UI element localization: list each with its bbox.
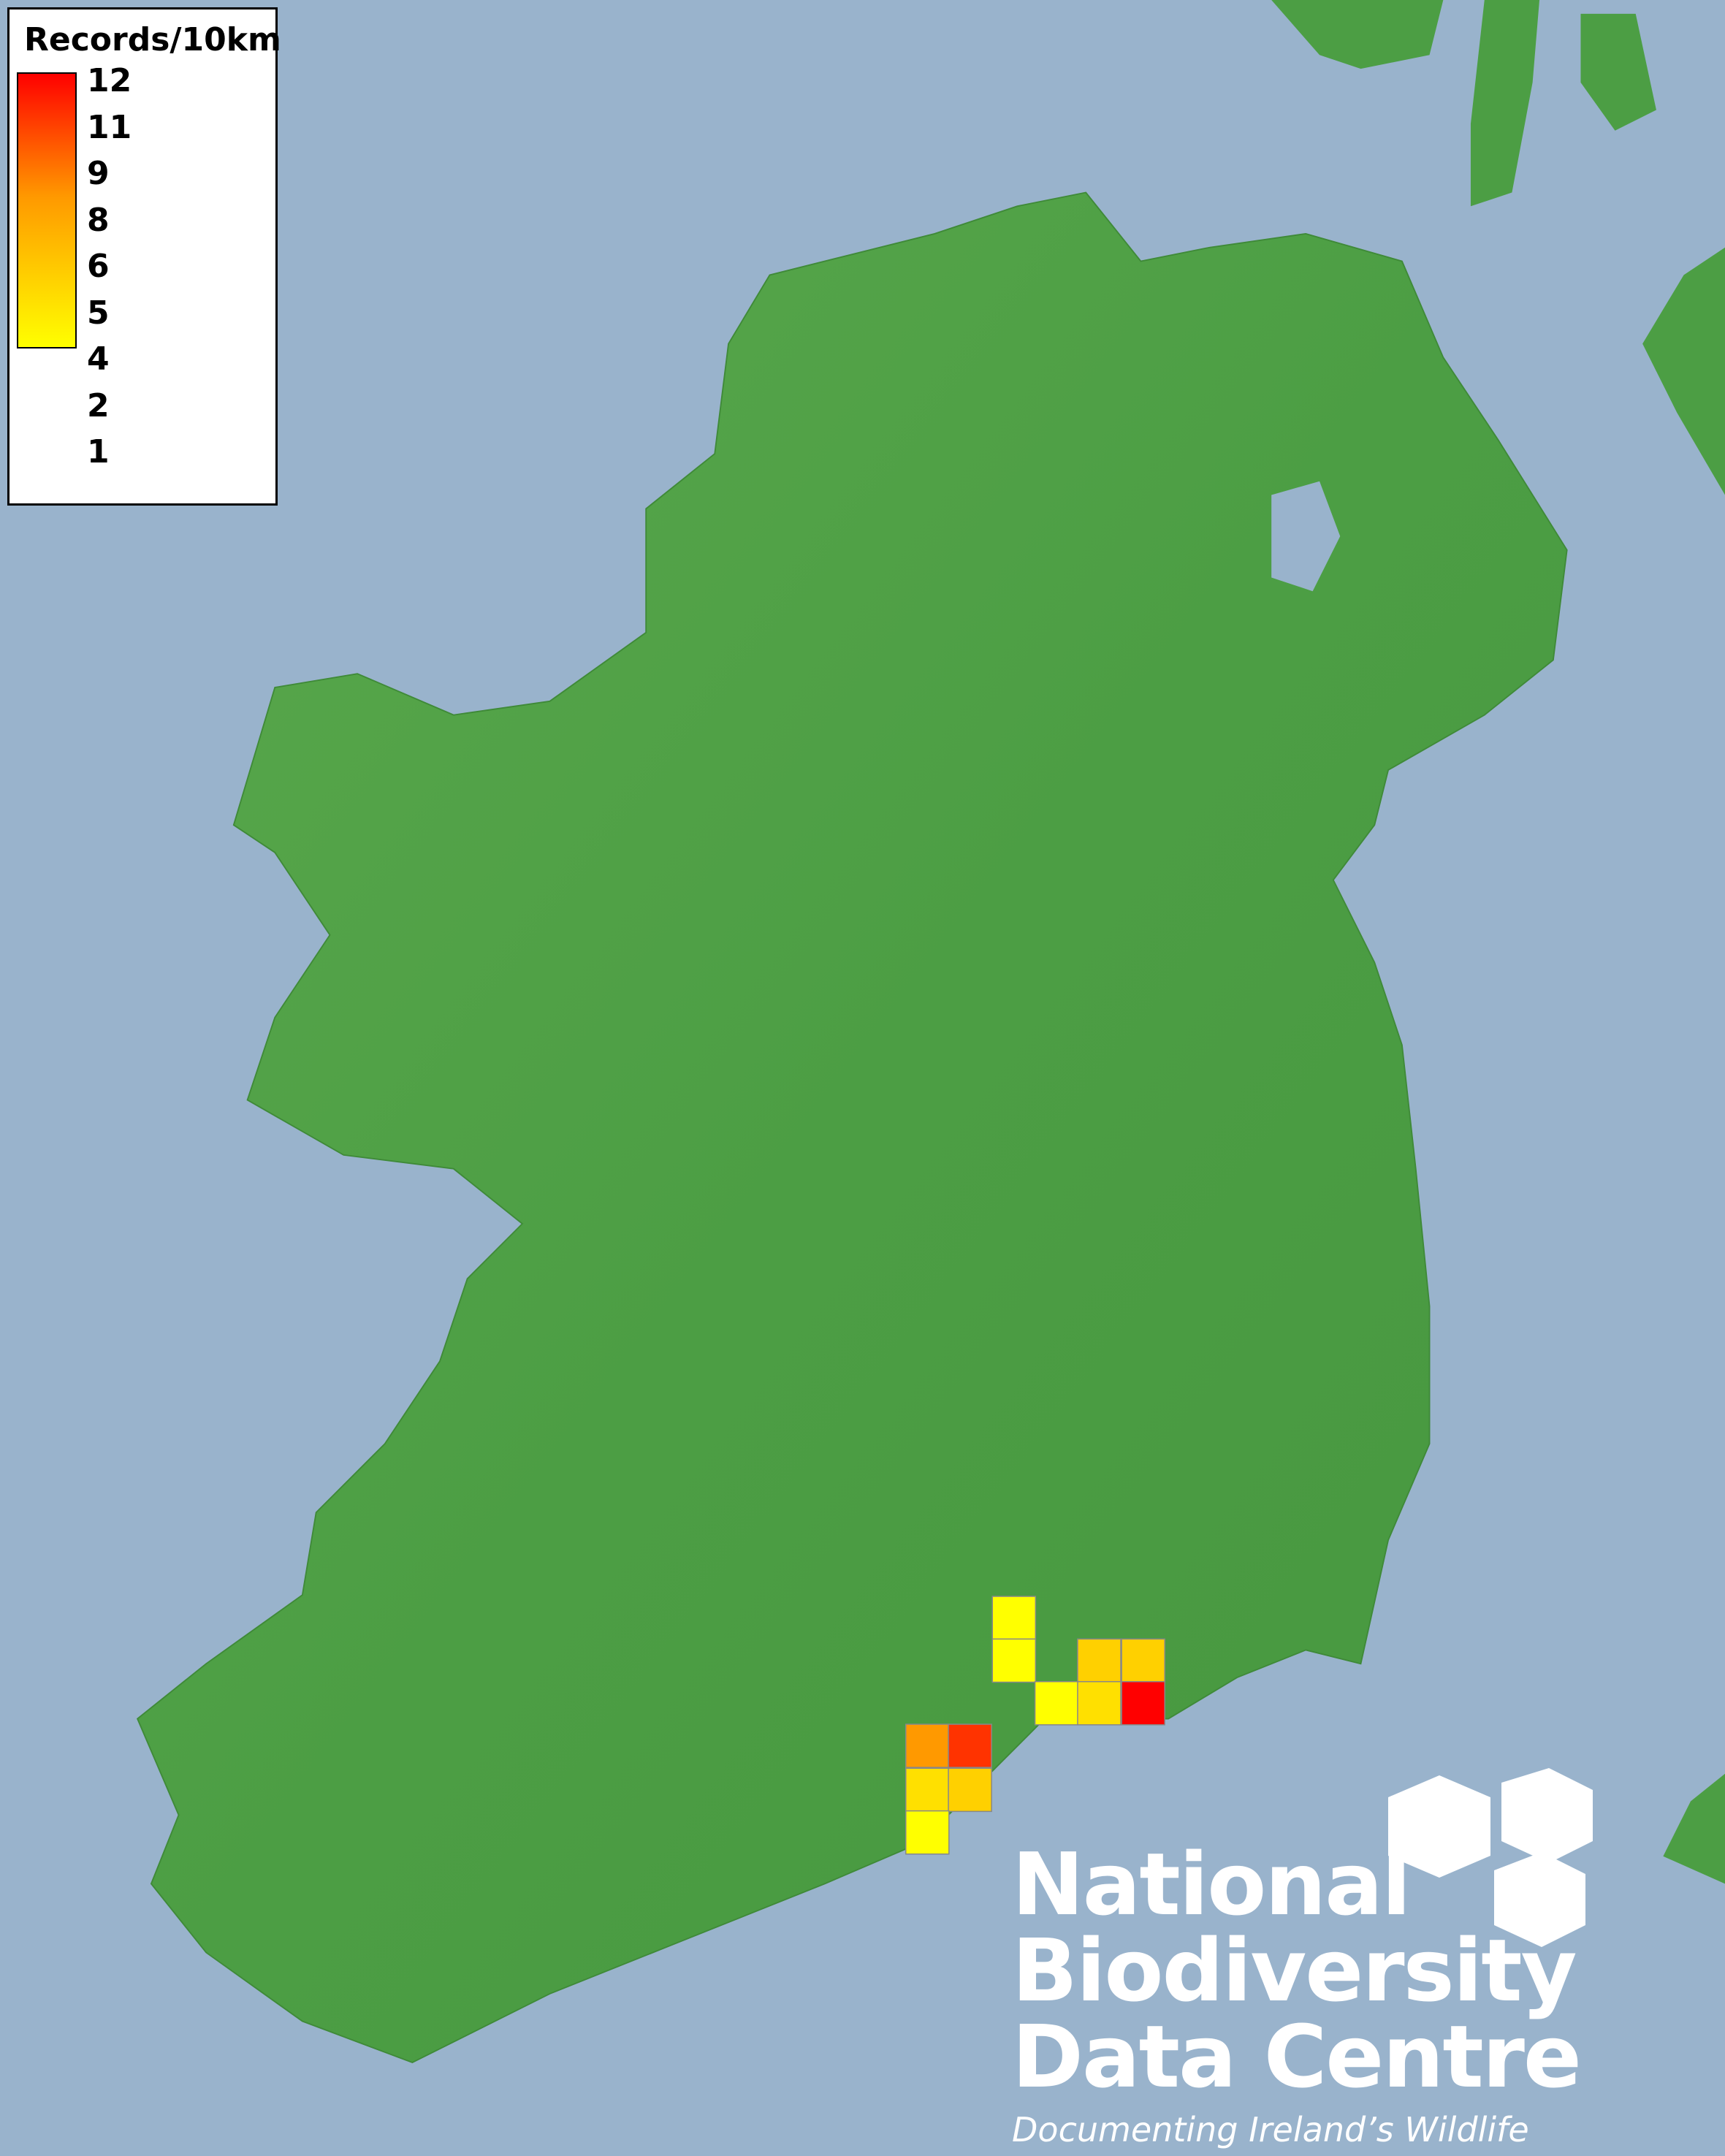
record-cell [1121, 1638, 1165, 1683]
ireland-landmass [136, 191, 1568, 2064]
record-cell [948, 1767, 992, 1813]
legend-label: 4 [87, 340, 110, 378]
legend-label: 11 [87, 108, 132, 146]
legend-label: 9 [87, 155, 110, 192]
nbdc-logo: National Biodiversity Data Centre Docume… [1012, 1834, 1582, 2149]
scotland-island [1271, 0, 1444, 69]
logo-line-1: National [1012, 1834, 1411, 1935]
record-cell [1121, 1680, 1165, 1726]
legend-label: 12 [87, 62, 132, 99]
legend-label: 6 [87, 248, 110, 285]
record-cell [1077, 1680, 1122, 1726]
legend-label: 1 [87, 433, 110, 471]
record-cell [1034, 1680, 1079, 1726]
butterfly-icon [1501, 1768, 1593, 1863]
legend: Records/10km 12 11 9 8 6 5 4 2 1 [7, 7, 281, 506]
record-cells [905, 1596, 1165, 1855]
record-cell [905, 1810, 950, 1855]
seahorse-icon [1494, 1852, 1585, 1947]
logo-line-3: Data Centre [1012, 2006, 1582, 2107]
record-cell [948, 1723, 992, 1768]
logo-tagline: Documenting Ireland’s Wildlife [1012, 2110, 1529, 2149]
legend-label: 8 [87, 201, 110, 239]
record-cell [1077, 1638, 1122, 1683]
legend-title: Records/10km [24, 21, 281, 58]
scotland-mainland [1642, 247, 1725, 495]
logo-line-2: Biodiversity [1012, 1920, 1577, 2021]
record-cell [905, 1767, 950, 1813]
record-cell [991, 1638, 1037, 1683]
wales-coast [1663, 1773, 1725, 1884]
record-cell [991, 1596, 1037, 1640]
logo-hexagon-icons [1388, 1768, 1593, 1947]
scotland-island [1470, 0, 1540, 207]
legend-color-scale [17, 72, 77, 348]
lough-neagh [1271, 481, 1341, 592]
scotland-island [1580, 13, 1656, 131]
legend-label: 2 [87, 386, 110, 424]
legend-label: 5 [87, 294, 110, 332]
record-cell [905, 1723, 950, 1768]
tree-icon [1388, 1775, 1490, 1878]
